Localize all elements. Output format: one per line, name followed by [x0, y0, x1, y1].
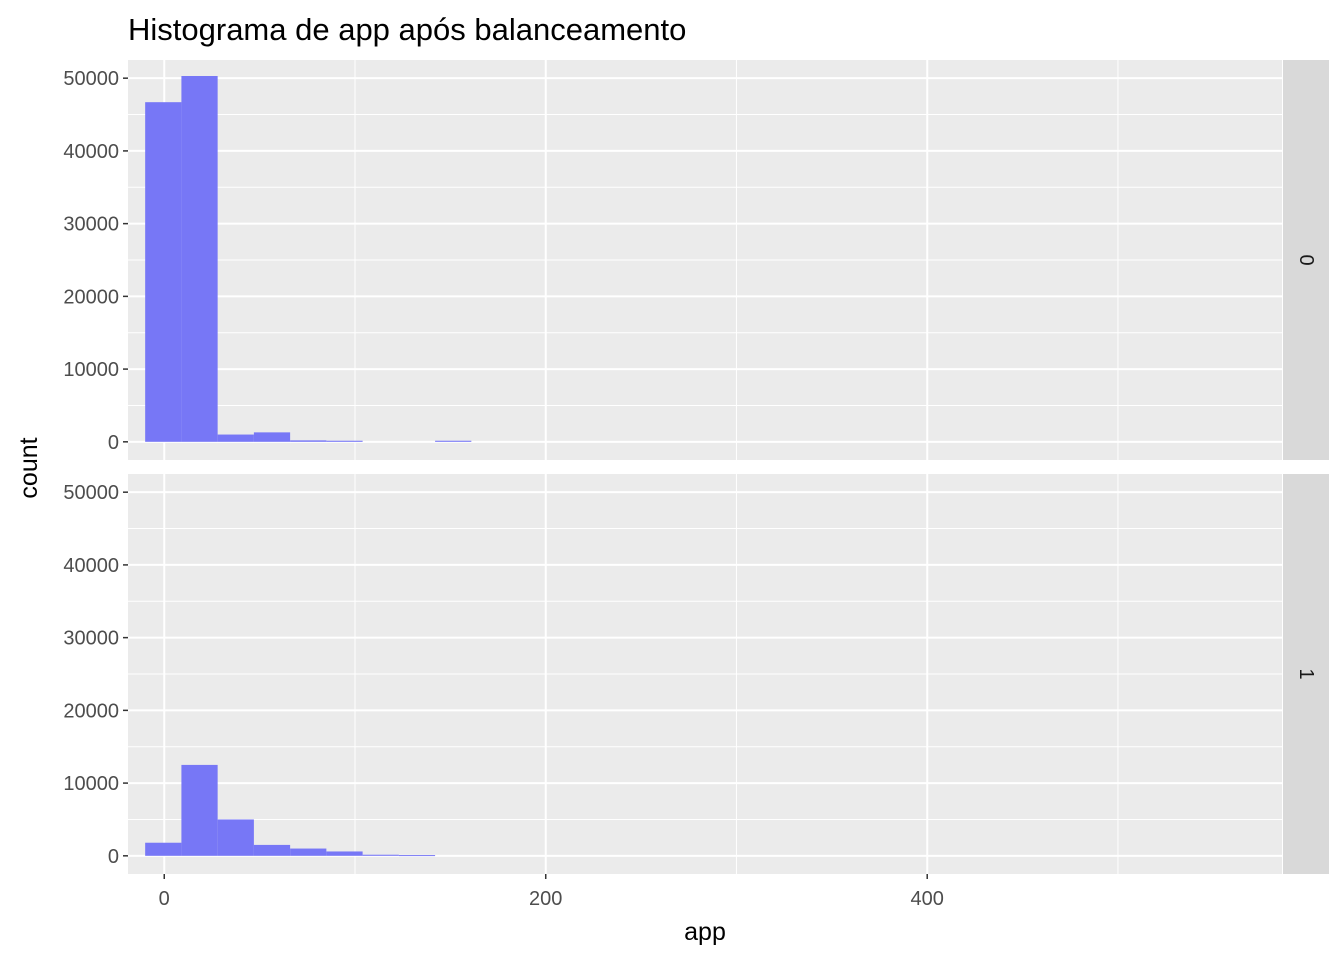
- histogram-bar: [435, 440, 472, 442]
- histogram-bar: [217, 819, 254, 856]
- y-tick-label: 30000: [63, 628, 119, 650]
- histogram-bar: [398, 855, 436, 857]
- y-tick-label: 10000: [63, 359, 119, 381]
- histogram-bar: [362, 854, 399, 856]
- y-axis-title: count: [15, 437, 43, 498]
- facet-strip-label: 1: [1295, 668, 1317, 679]
- y-tick-label: 50000: [63, 482, 119, 504]
- x-tick-label: 0: [159, 888, 170, 910]
- histogram-bar: [253, 844, 291, 856]
- chart-title: Histograma de app após balanceamento: [128, 12, 686, 47]
- y-tick-label: 40000: [63, 555, 119, 577]
- facet-panel-1: 0 10000 20000 30000 40000 50000 1: [63, 474, 1329, 874]
- x-axis-title: app: [684, 918, 726, 946]
- histogram-bar: [181, 764, 218, 856]
- y-tick-label: 20000: [63, 286, 119, 308]
- histogram-bar: [145, 842, 182, 856]
- y-tick-label: 0: [108, 432, 119, 454]
- y-tick-label: 30000: [63, 214, 119, 236]
- histogram-bar: [217, 434, 254, 442]
- histogram-bar: [290, 848, 327, 856]
- histogram-bar: [145, 102, 182, 442]
- histogram-bar: [326, 440, 363, 442]
- histogram-bar: [290, 440, 327, 442]
- y-tick-label: 20000: [63, 700, 119, 722]
- y-tick-label: 40000: [63, 141, 119, 163]
- y-tick-label: 0: [108, 846, 119, 868]
- histogram-bar: [326, 851, 363, 856]
- histogram-bar: [181, 76, 218, 442]
- facet-strip: [1283, 474, 1329, 874]
- x-tick-label: 200: [529, 888, 562, 910]
- x-tick-label: 400: [911, 888, 944, 910]
- y-tick-label: 10000: [63, 773, 119, 795]
- facet-panels: 0 10000 20000 30000 40000 50000 0 0 10000 20000 30…: [63, 60, 1329, 910]
- histogram-bar: [253, 432, 291, 442]
- facet-panel-0: 0 10000 20000 30000 40000 50000 0: [63, 60, 1329, 460]
- y-tick-label: 50000: [63, 68, 119, 90]
- facet-strip: [1283, 60, 1329, 460]
- facet-strip-label: 0: [1295, 254, 1317, 265]
